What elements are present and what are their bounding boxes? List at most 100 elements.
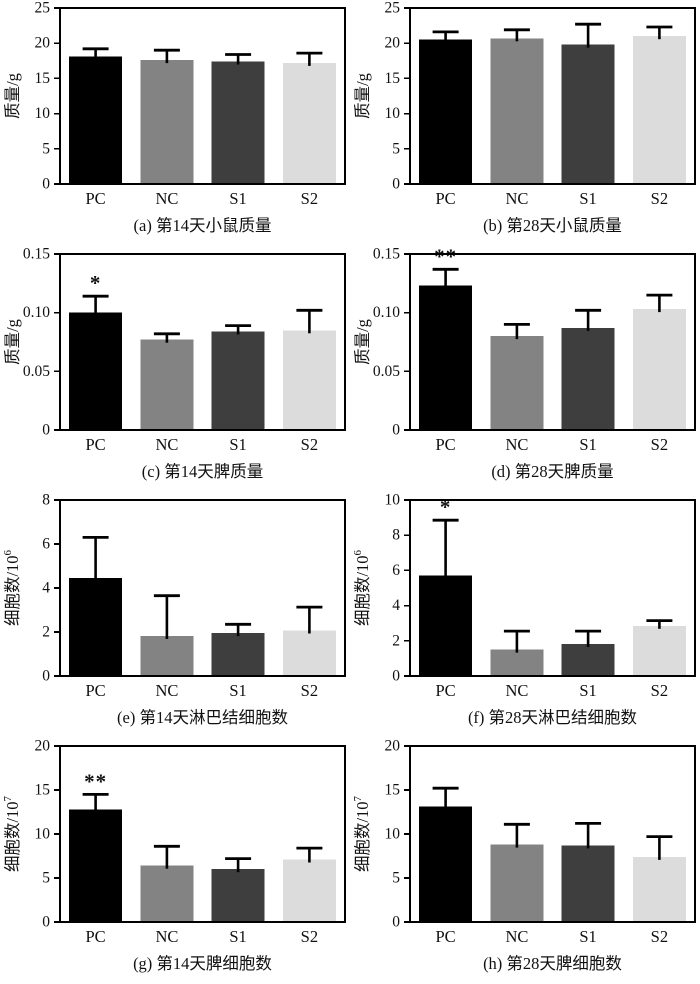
y-tick-label: 10: [35, 826, 51, 843]
y-tick-label: 20: [35, 35, 51, 52]
bar-NC: [140, 60, 194, 184]
y-tick-label: 15: [35, 70, 51, 87]
bar-NC: [140, 339, 194, 430]
x-category-label: S1: [229, 927, 246, 946]
x-category-label: S2: [651, 189, 668, 208]
y-tick-label: 10: [385, 826, 401, 843]
y-tick-label: 6: [392, 562, 400, 579]
subplot-caption: (d) 第28天脾质量: [491, 462, 613, 481]
bar-S2: [632, 625, 686, 676]
chart-panel-b: PC NC S1 S2 0 5 10 15 20 25 质量/g (b) 第28天小鼠质量: [350, 0, 700, 246]
chart-panel-f: * PC NC S1 S2 0 2 4 6 8 10 细胞数/106 (f) 第28天淋巴结细胞数: [350, 492, 700, 738]
x-category-label: NC: [505, 927, 528, 946]
y-tick-label: 5: [392, 870, 400, 887]
bar-PC: [69, 809, 123, 922]
plot-frame: [409, 253, 696, 431]
significance-marker: *: [440, 495, 452, 519]
x-category-label: S2: [651, 927, 668, 946]
significance-marker: **: [84, 769, 107, 793]
bar-NC: [490, 336, 544, 430]
y-tick-label: 0.05: [373, 363, 400, 380]
bar-chart-svg-b: PC NC S1 S2 0 5 10 15 20 25 质量/g (b) 第28天小鼠质量: [353, 0, 696, 235]
bar-S2: [632, 36, 686, 185]
plot-frame: [409, 7, 696, 185]
x-category-label: S2: [651, 435, 668, 454]
bar-NC: [490, 844, 544, 922]
x-category-label: NC: [155, 927, 178, 946]
x-category-label: NC: [155, 681, 178, 700]
bar-S1: [561, 845, 615, 922]
y-axis-label: 质量/g: [3, 319, 22, 365]
chart-panel-d: ** PC NC S1 S2 0 0.05 0.10 0.15 质量/g (d) 第28天脾质量: [350, 246, 700, 492]
subplot-caption: (f) 第28天淋巴结细胞数: [468, 708, 638, 727]
x-category-label: NC: [505, 435, 528, 454]
x-category-label: PC: [86, 435, 106, 454]
subplot-caption: (b) 第28天小鼠质量: [483, 216, 622, 235]
y-axis-label: 细胞数/106: [2, 549, 22, 626]
y-tick-label: 0: [42, 422, 50, 439]
bar-chart-svg-d: ** PC NC S1 S2 0 0.05 0.10 0.15 质量/g (d) 第28天脾质量: [353, 246, 696, 481]
x-category-label: NC: [155, 435, 178, 454]
bar-S1: [211, 331, 265, 430]
y-tick-label: 0: [392, 176, 400, 193]
bar-PC: [419, 39, 473, 185]
y-axis-label: 质量/g: [353, 73, 372, 119]
y-tick-label: 0.10: [23, 304, 50, 321]
y-tick-label: 25: [385, 0, 401, 17]
bar-NC: [140, 865, 194, 922]
bar-PC: [69, 578, 123, 676]
y-tick-label: 20: [385, 738, 401, 755]
y-tick-label: 0: [42, 668, 50, 685]
x-category-label: S1: [579, 435, 596, 454]
x-category-label: PC: [436, 681, 456, 700]
bar-chart-svg-e: PC NC S1 S2 0 2 4 6 8 细胞数/106 (e) 第14天淋巴结细胞数: [2, 492, 346, 727]
y-tick-label: 5: [42, 140, 50, 157]
bar-PC: [419, 285, 473, 430]
bar-PC: [419, 575, 473, 676]
bar-S2: [632, 856, 686, 922]
bar-NC: [490, 38, 544, 184]
y-tick-label: 2: [42, 624, 50, 641]
bar-NC: [140, 636, 194, 676]
y-tick-label: 10: [35, 105, 51, 122]
y-axis-label: 细胞数/107: [2, 795, 22, 872]
subplot-caption: (h) 第28天脾细胞数: [483, 954, 622, 973]
y-tick-label: 0.05: [23, 363, 50, 380]
subplot-caption: (a) 第14天小鼠质量: [134, 216, 272, 235]
bar-chart-svg-g: ** PC NC S1 S2 0 5 10 15 20 细胞数/107 (g) 第14天脾细胞数: [2, 738, 346, 973]
subplot-caption: (g) 第14天脾细胞数: [133, 954, 272, 973]
y-tick-label: 0: [392, 422, 400, 439]
y-tick-label: 0.15: [23, 246, 50, 263]
bar-S2: [282, 630, 336, 676]
y-tick-label: 4: [392, 597, 400, 614]
bar-chart-svg-a: PC NC S1 S2 0 5 10 15 20 25 质量/g (a) 第14天小鼠质量: [3, 0, 346, 235]
x-category-label: S1: [579, 927, 596, 946]
x-category-label: S1: [229, 681, 246, 700]
x-category-label: NC: [505, 189, 528, 208]
y-tick-label: 5: [392, 140, 400, 157]
y-tick-label: 0: [392, 914, 400, 931]
bar-S2: [282, 330, 336, 430]
chart-panel-e: PC NC S1 S2 0 2 4 6 8 细胞数/106 (e) 第14天淋巴结细胞数: [0, 492, 350, 738]
x-category-label: S1: [579, 189, 596, 208]
bar-S2: [282, 859, 336, 922]
x-category-label: S2: [651, 681, 668, 700]
x-category-label: PC: [86, 681, 106, 700]
y-axis-label: 质量/g: [353, 319, 372, 365]
y-tick-label: 8: [42, 492, 50, 509]
y-tick-label: 0: [392, 668, 400, 685]
bar-chart-svg-c: * PC NC S1 S2 0 0.05 0.10 0.15 质量/g (c) 第14天脾质量: [3, 246, 346, 481]
y-axis-label: 细胞数/107: [352, 795, 372, 872]
chart-panel-a: PC NC S1 S2 0 5 10 15 20 25 质量/g (a) 第14天小鼠质量: [0, 0, 350, 246]
bar-S2: [282, 62, 336, 184]
bar-S1: [211, 61, 265, 184]
bar-S2: [632, 309, 686, 430]
plot-frame: [409, 499, 696, 677]
x-category-label: S2: [301, 189, 318, 208]
y-axis-label: 质量/g: [3, 73, 22, 119]
y-tick-label: 20: [35, 738, 51, 755]
y-tick-label: 0: [42, 914, 50, 931]
y-tick-label: 0.15: [373, 246, 400, 263]
y-tick-label: 10: [385, 492, 401, 509]
y-tick-label: 10: [385, 105, 401, 122]
